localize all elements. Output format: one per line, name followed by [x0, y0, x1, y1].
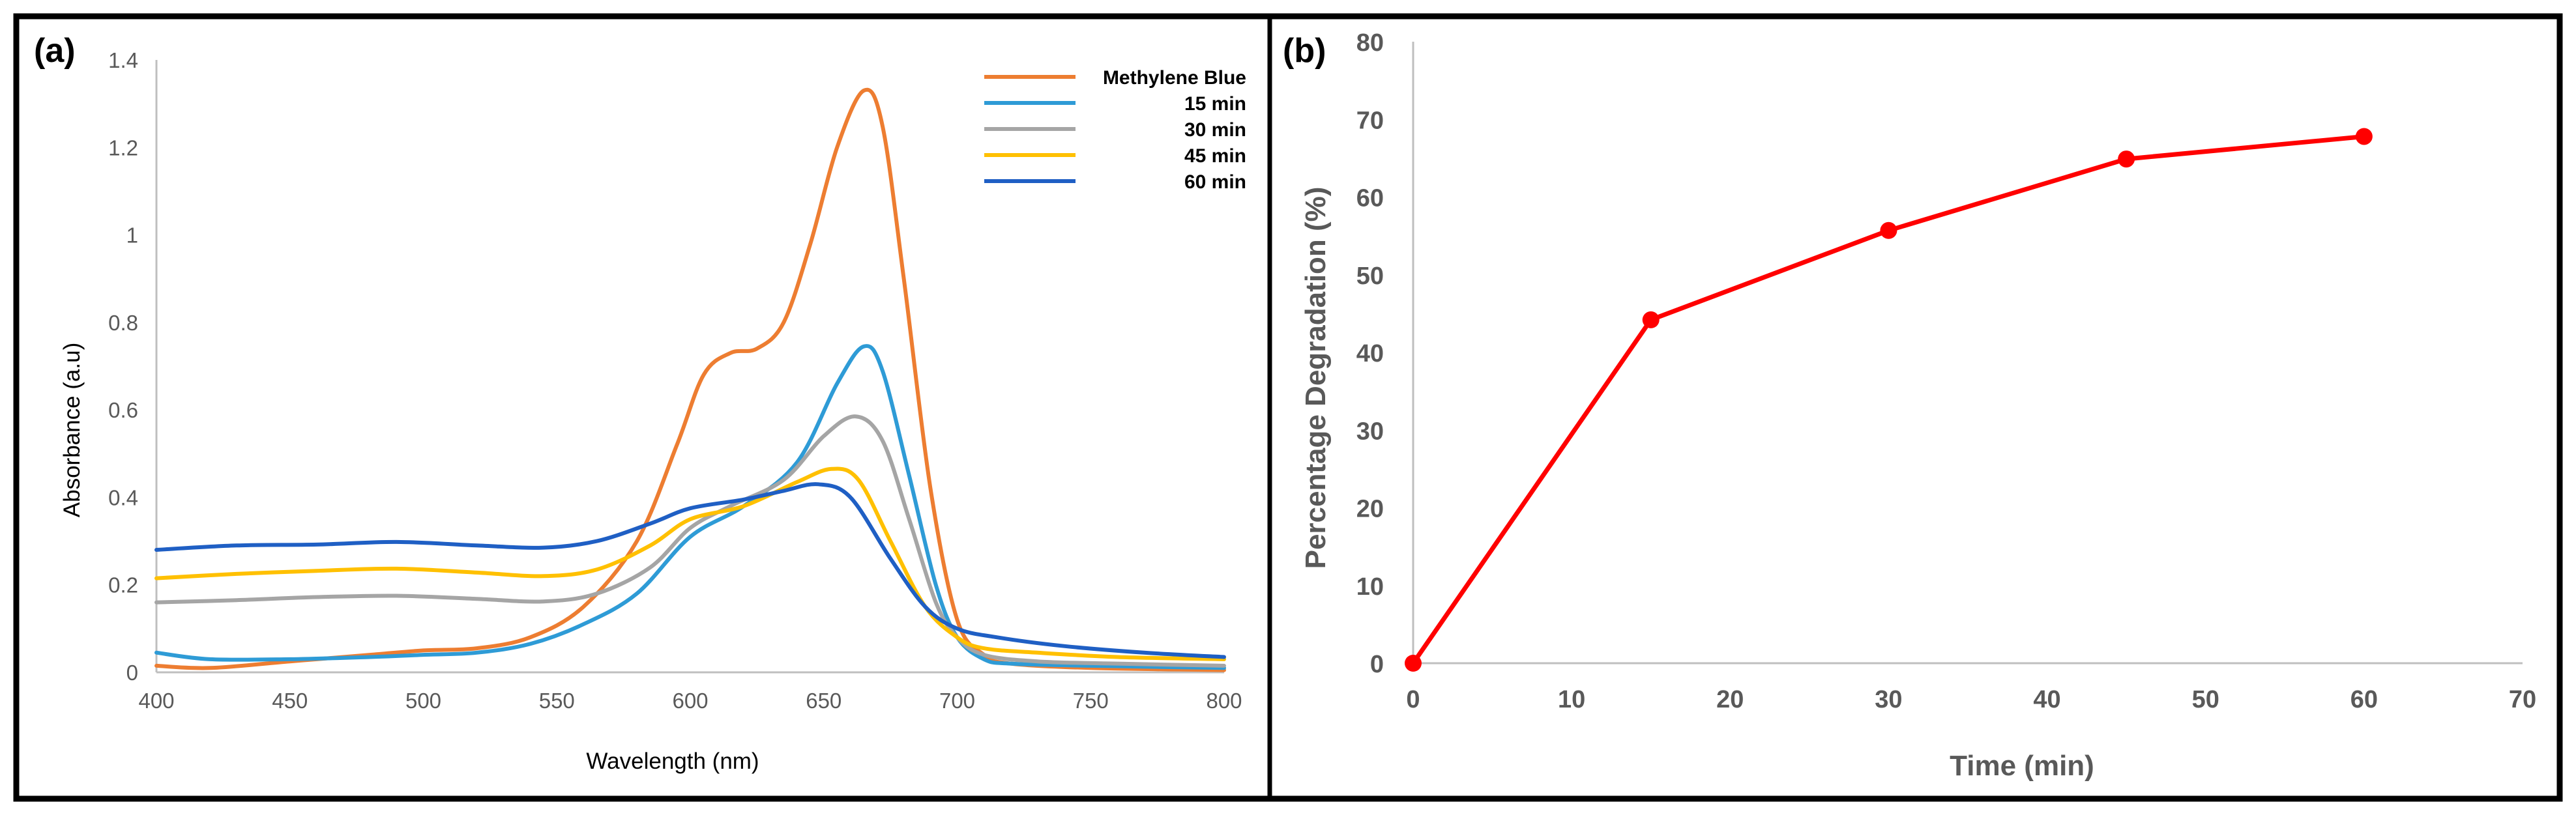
panel-a-x-tick-label: 450 [272, 689, 308, 713]
panel-a-series [154, 87, 1226, 672]
degradation-point [1880, 222, 1897, 239]
panel-b-x-tick-label: 40 [2033, 686, 2060, 713]
panel-a-x-tick-label: 750 [1073, 689, 1109, 713]
panel-b-series [1405, 128, 2373, 672]
panel-b-y-tick-label: 40 [1356, 340, 1384, 367]
legend-label: 30 min [1184, 119, 1246, 141]
panel-a-label: (a) [34, 32, 76, 70]
panel-b-label: (b) [1283, 32, 1326, 70]
panel-a-x-tick-label: 600 [672, 689, 708, 713]
panel-b-y-tick-label: 70 [1356, 107, 1384, 134]
panel-b: (b) 0 10 20 30 40 50 60 70 80 0 10 20 30 40 50 60 70 Ti… [1283, 29, 2536, 782]
panel-a-y-tick-label: 1.4 [108, 48, 138, 72]
panel-b-y-tick-label: 0 [1370, 651, 1384, 678]
legend-label: 60 min [1184, 171, 1246, 193]
panel-a-x-axis-title: Wavelength (nm) [586, 749, 759, 774]
panel-a: (a) 0 0.2 0.4 0.6 0.8 1 1.2 1.4 400 450 500 550 600… [34, 32, 1246, 774]
panel-a-y-tick-label: 0.4 [108, 485, 138, 509]
panel-a-y-tick-label: 0.6 [108, 398, 138, 422]
panel-b-x-tick-label: 20 [1716, 686, 1744, 713]
legend-label: 45 min [1184, 145, 1246, 167]
panel-a-x-tick-label: 650 [806, 689, 842, 713]
degradation-point [1642, 311, 1660, 328]
panel-b-x-tick-label: 0 [1406, 686, 1420, 713]
panel-b-x-tick-labels: 0 10 20 30 40 50 60 70 [1406, 686, 2536, 713]
panel-b-y-tick-label: 20 [1356, 496, 1384, 523]
panel-b-x-tick-label: 30 [1875, 686, 1902, 713]
panel-a-x-tick-label: 550 [539, 689, 575, 713]
panel-b-y-tick-labels: 0 10 20 30 40 50 60 70 80 [1356, 29, 1384, 678]
degradation-point [1405, 655, 1422, 672]
panel-b-y-tick-label: 50 [1356, 263, 1384, 290]
spectrum-line-60-min [154, 482, 1226, 659]
panel-b-x-tick-label: 60 [2350, 686, 2378, 713]
panel-a-x-tick-label: 700 [939, 689, 975, 713]
spectrum-line-30-min [154, 414, 1226, 668]
panel-a-x-tick-label: 500 [405, 689, 441, 713]
panel-a-legend: Methylene Blue 15 min 30 min 45 min 60 min [984, 67, 1246, 193]
legend-label: Methylene Blue [1103, 67, 1246, 89]
figure-frame [13, 13, 2563, 802]
panel-a-x-tick-label: 400 [138, 689, 174, 713]
panel-a-y-tick-label: 0 [126, 661, 138, 685]
panel-b-x-tick-label: 50 [2192, 686, 2219, 713]
panel-b-y-tick-label: 80 [1356, 29, 1384, 57]
panel-b-y-tick-label: 60 [1356, 185, 1384, 212]
panel-b-y-tick-label: 30 [1356, 418, 1384, 445]
spectrum-line-45-min [154, 466, 1226, 661]
panel-a-y-tick-label: 1.2 [108, 136, 138, 160]
panel-a-y-tick-label: 1 [126, 223, 138, 248]
spectrum-line-methylene-blue [154, 87, 1226, 672]
panel-a-x-tick-labels: 400 450 500 550 600 650 700 750 800 [138, 689, 1242, 713]
panel-b-y-tick-label: 10 [1356, 573, 1384, 601]
panel-a-y-tick-labels: 0 0.2 0.4 0.6 0.8 1 1.2 1.4 [108, 48, 138, 685]
panel-b-x-axis-title: Time (min) [1950, 750, 2094, 782]
panel-b-y-axis-title: Percentage Degradation (%) [1300, 187, 1332, 569]
legend-label: 15 min [1184, 93, 1246, 115]
panel-a-x-tick-label: 800 [1206, 689, 1242, 713]
panel-a-y-tick-label: 0.2 [108, 573, 138, 597]
panel-b-x-tick-label: 10 [1558, 686, 1585, 713]
panel-b-x-tick-label: 70 [2509, 686, 2536, 713]
panel-a-y-tick-label: 0.8 [108, 311, 138, 335]
degradation-point [2355, 128, 2373, 145]
degradation-point [2118, 150, 2135, 168]
panel-a-y-axis-title: Absorbance (a.u) [59, 343, 85, 517]
